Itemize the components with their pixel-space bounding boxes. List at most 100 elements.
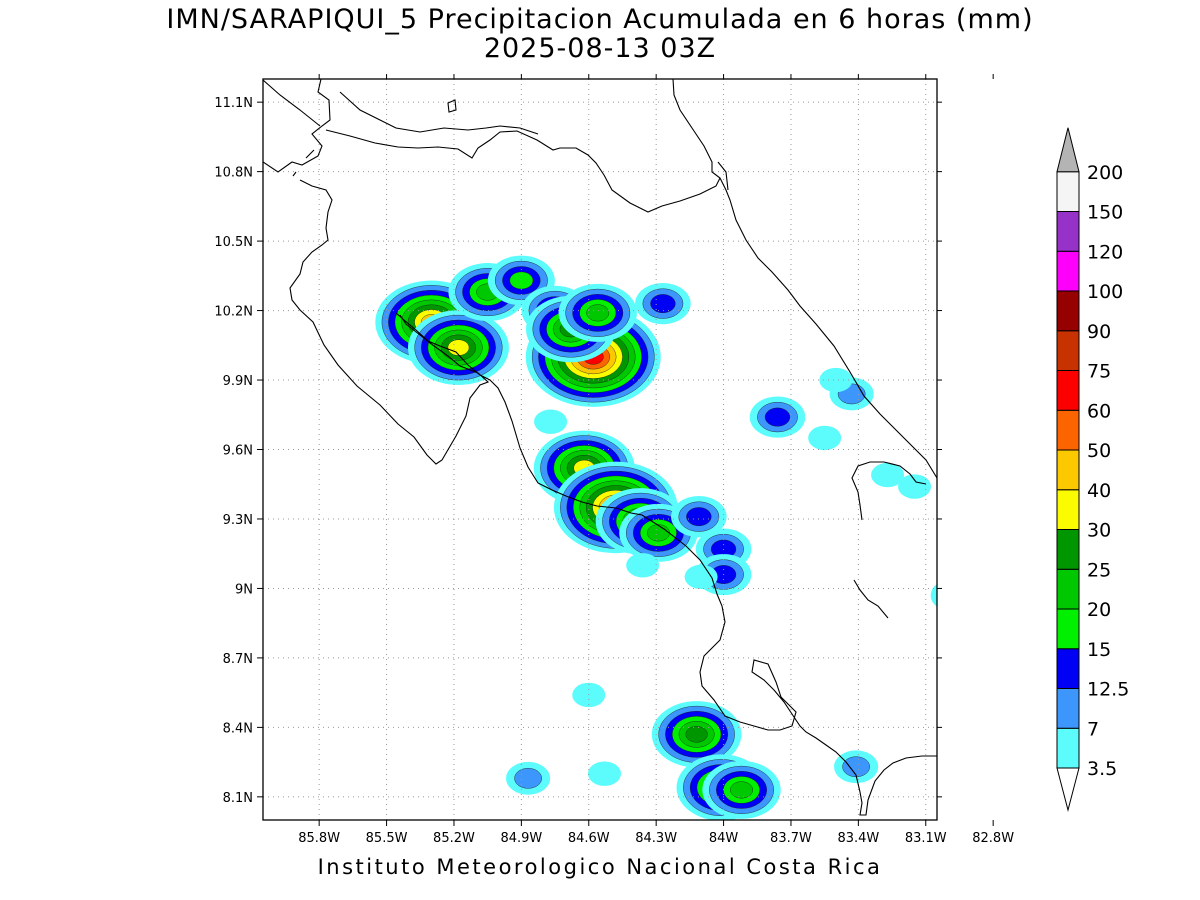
precip-cell	[558, 283, 637, 342]
lat-tick-label: 10.8N	[214, 166, 253, 181]
colorbar-swatch	[1056, 370, 1080, 411]
northern-border	[325, 129, 721, 213]
colorbar-arrow-bottom	[1056, 767, 1080, 812]
precip-cell	[671, 496, 727, 538]
colorbar-swatch	[1056, 489, 1080, 530]
colorbar-swatch	[1056, 409, 1080, 451]
colorbar-label: 100	[1087, 281, 1123, 303]
precip-cell	[819, 367, 853, 393]
precip-cell	[684, 564, 718, 590]
lon-tick-label: 83.4W	[837, 831, 879, 846]
colorbar-swatch	[1056, 171, 1080, 212]
precipitation-layer	[375, 25, 1050, 820]
lat-tick-label: 9.9N	[223, 374, 253, 389]
lat-tick-label: 10.5N	[214, 235, 253, 250]
lon-tick-label: 82.8W	[972, 831, 1014, 846]
lat-tick-label: 11.1N	[214, 96, 253, 111]
precip-contour	[449, 25, 482, 49]
precip-cell	[1017, 236, 1050, 260]
precip-contour	[626, 553, 660, 578]
colorbar-swatch	[1056, 568, 1080, 610]
colorbar-label: 25	[1087, 559, 1111, 581]
lat-tick-label: 9.6N	[223, 444, 253, 459]
colorbar-label: 120	[1087, 241, 1123, 263]
precip-contour	[1017, 118, 1050, 142]
colorbar-swatch	[1056, 290, 1080, 332]
precip-cell	[808, 425, 842, 451]
precip-contour	[1017, 236, 1050, 260]
grid-lines	[263, 79, 937, 820]
precip-contour	[930, 583, 937, 607]
precip-contour	[871, 462, 905, 488]
pacific-coastline	[263, 79, 937, 816]
precip-cell	[449, 25, 482, 49]
coastline-layer	[263, 79, 937, 816]
colorbar-label: 60	[1087, 400, 1111, 422]
colorbar-swatch	[1056, 727, 1080, 769]
precip-contour	[819, 367, 853, 393]
colorbar-swatch	[1056, 449, 1080, 491]
lat-tick-label: 10.2N	[214, 305, 253, 320]
precip-contour	[647, 524, 670, 542]
precip-contour	[447, 339, 470, 356]
colorbar: 3.5 7 12.5 15 20 25 30 40 50 60 75 90 100 120 150 200	[1056, 127, 1129, 812]
precip-contour	[650, 294, 676, 314]
precip-contour	[842, 756, 870, 778]
precip-cell	[1017, 118, 1050, 142]
precip-cell	[651, 701, 742, 768]
precip-contour	[534, 30, 567, 54]
lat-tick-label: 8.4N	[223, 721, 253, 736]
bocas-del-toro-coast	[717, 161, 927, 619]
colorbar-swatch	[1056, 330, 1080, 371]
precip-contour	[808, 425, 842, 451]
precip-cell	[626, 553, 660, 578]
precip-contour	[586, 304, 610, 322]
lat-tick-label: 9N	[235, 582, 253, 597]
precip-cell	[749, 396, 806, 438]
lat-tick-label: 8.1N	[223, 791, 253, 806]
precip-cell	[635, 283, 691, 325]
precip-contour	[898, 474, 932, 499]
precip-contour	[764, 407, 791, 427]
precip-cell	[587, 761, 621, 786]
lon-tick-label: 84.9W	[500, 831, 542, 846]
precip-cell	[506, 761, 551, 795]
precip-contour	[684, 564, 718, 590]
map-title: IMN/SARAPIQUI_5 Precipitacion Acumulada …	[166, 4, 1034, 35]
colorbar-label: 20	[1087, 599, 1111, 621]
lake-nicaragua-shore	[263, 79, 539, 135]
colorbar-label: 50	[1087, 440, 1111, 462]
axis-ticks: 85.8W 85.5W 85.2W 84.9W 84.6W 84.3W 84W 83.7W 83…	[214, 74, 1014, 846]
footer-credit: Instituto Meteorologico Nacional Costa R…	[317, 855, 883, 879]
colorbar-swatch	[1056, 211, 1080, 252]
lon-tick-label: 84.6W	[568, 831, 610, 846]
precip-contour	[984, 71, 1011, 91]
colorbar-label: 40	[1087, 480, 1111, 502]
precip-cell	[976, 65, 1020, 98]
colorbar-arrow-top	[1056, 127, 1080, 173]
lon-tick-label: 85.2W	[433, 831, 475, 846]
lon-tick-label: 84W	[709, 831, 739, 846]
colorbar-label: 30	[1087, 520, 1111, 542]
precip-cell	[407, 310, 509, 386]
lat-tick-label: 8.7N	[223, 652, 253, 667]
lon-tick-label: 83.1W	[905, 831, 947, 846]
colorbar-label: 75	[1087, 361, 1111, 383]
colorbar-swatch	[1056, 688, 1080, 729]
colorbar-swatch	[1056, 250, 1080, 292]
precip-contour	[685, 726, 708, 743]
precip-cell	[702, 760, 781, 819]
lon-tick-label: 85.5W	[366, 831, 408, 846]
colorbar-swatch	[1056, 608, 1080, 650]
colorbar-label: 150	[1087, 202, 1123, 224]
precip-cell	[534, 30, 567, 54]
colorbar-label: 3.5	[1087, 758, 1117, 780]
colorbar-swatch	[1056, 648, 1080, 689]
colorbar-swatch	[1056, 529, 1080, 570]
precip-contour	[943, 495, 976, 519]
lon-tick-label: 84.3W	[635, 831, 677, 846]
small-island	[447, 99, 457, 113]
precip-contour	[534, 409, 568, 434]
precip-cell	[871, 462, 905, 488]
